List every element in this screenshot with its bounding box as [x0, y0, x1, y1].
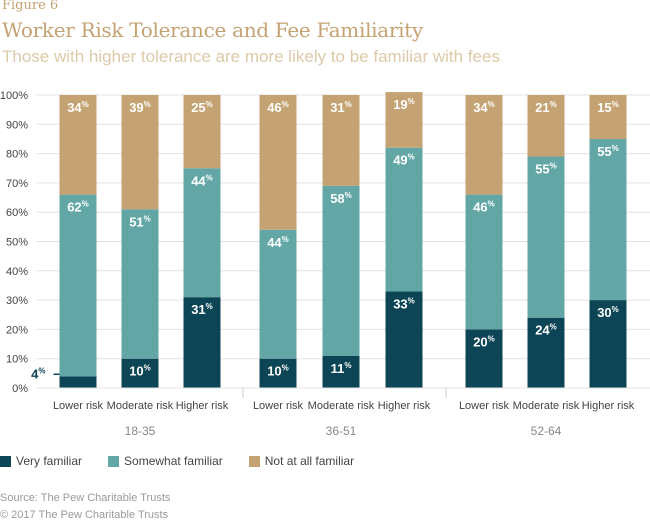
bar-segment: [527, 156, 565, 318]
legend-item-not-at-all-familiar: Not at all familiar: [248, 454, 355, 468]
x-tick-label: Moderate risk: [107, 400, 174, 412]
bar-segment: [59, 95, 97, 195]
bar-segment: [322, 185, 360, 356]
x-tick-label: Moderate risk: [308, 400, 375, 412]
y-tick-label: 30%: [6, 295, 28, 307]
bar-segment: [465, 194, 503, 330]
bar-segment: [59, 194, 97, 377]
bar-segment: [322, 355, 360, 388]
legend-swatch: [0, 455, 11, 467]
y-tick-label: 40%: [6, 266, 28, 278]
bars: [59, 92, 627, 388]
bar-segment: [121, 358, 159, 388]
x-tick-label: Lower risk: [253, 400, 304, 412]
bar-segment: [589, 95, 627, 139]
y-tick-label: 70%: [6, 178, 28, 190]
y-tick-label: 80%: [6, 149, 28, 161]
legend-swatch: [248, 455, 260, 467]
legend-item-somewhat-familiar: Somewhat familiar: [108, 454, 223, 468]
bar-segment: [589, 138, 627, 301]
legend-label: Somewhat familiar: [124, 454, 223, 468]
chart-subtitle: Those with higher tolerance are more lik…: [2, 47, 500, 66]
bar-segment: [121, 95, 159, 210]
bar-segment: [527, 317, 565, 388]
legend-label: Not at all familiar: [264, 454, 355, 468]
legend: Very familiar Somewhat familiar Not at a…: [0, 454, 380, 468]
bar-segment: [385, 92, 423, 148]
y-tick-label: 100%: [0, 90, 28, 102]
y-tick-label: 50%: [6, 237, 28, 249]
y-axis: 0% 10% 20% 30% 40% 50% 60% 70% 80% 90% 100%: [0, 90, 28, 395]
y-tick-label: 0%: [12, 383, 28, 395]
bar-segment: [259, 229, 297, 359]
x-tick-label: Higher risk: [582, 400, 635, 412]
bar-segment: [465, 95, 503, 195]
legend-label: Very familiar: [16, 454, 83, 468]
group-label: 36-51: [326, 424, 357, 438]
bar-segment: [589, 300, 627, 388]
bar-segment: [183, 95, 221, 169]
y-tick-label: 90%: [6, 119, 28, 131]
bar-segment: [183, 297, 221, 388]
x-tick-label: Moderate risk: [513, 400, 580, 412]
copyright-note: © 2017 The Pew Charitable Trusts: [0, 509, 169, 521]
legend-item-very-familiar: Very familiar: [0, 454, 82, 468]
y-tick-label: 10%: [6, 354, 28, 366]
group-label: 18-35: [125, 424, 156, 438]
x-tick-label: Lower risk: [459, 400, 510, 412]
data-label: 4%: [31, 366, 45, 381]
y-tick-label: 60%: [6, 207, 28, 219]
y-tick-label: 20%: [6, 324, 28, 336]
source-note: Source: The Pew Charitable Trusts: [0, 492, 171, 504]
bar-segment: [385, 147, 423, 292]
chart-title: Worker Risk Tolerance and Fee Familiarit…: [2, 18, 423, 42]
bar-segment: [259, 358, 297, 388]
x-axis: Lower risk Moderate risk Higher risk Lower …: [36, 387, 650, 438]
x-tick-label: Higher risk: [176, 400, 229, 412]
bar-segment: [527, 95, 565, 157]
bar-segment: [183, 168, 221, 298]
bar-segment: [121, 209, 159, 359]
group-label: 52-64: [531, 424, 562, 438]
legend-swatch: [108, 455, 120, 467]
bar-segment: [465, 329, 503, 388]
stacked-bar-chart: 0%10%20%30%40%50%60%70%80%90%100% 4%62%3…: [0, 90, 650, 438]
bar-segment: [385, 291, 423, 388]
x-tick-label: Higher risk: [378, 400, 431, 412]
bar-segment: [59, 376, 97, 388]
bar-segment: [322, 95, 360, 186]
bar-segment: [259, 95, 297, 230]
figure-label: Figure 6: [2, 0, 59, 13]
x-tick-label: Lower risk: [53, 400, 104, 412]
